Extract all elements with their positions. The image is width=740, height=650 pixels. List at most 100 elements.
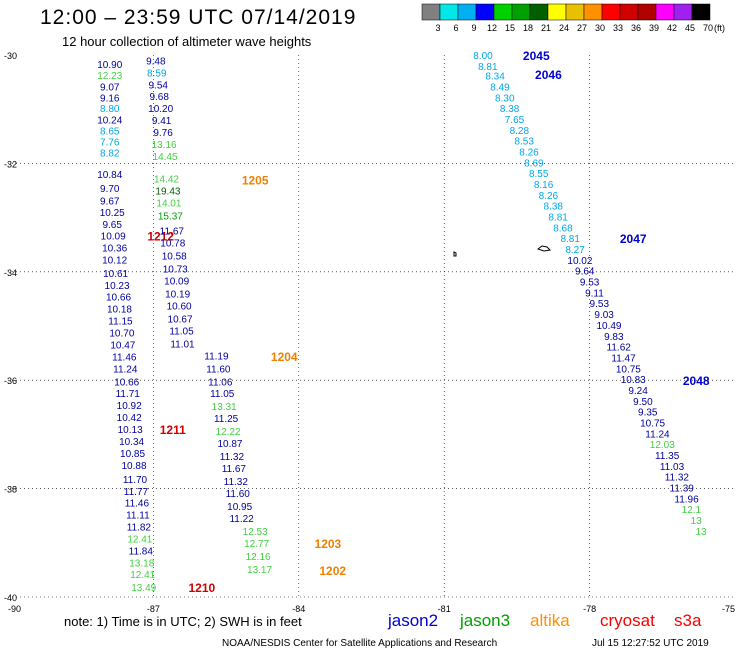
pass-time-label: 2048 [683,374,710,388]
wave-height-label: 9.64 [575,267,595,278]
wave-height-label: 12.1 [682,505,702,516]
wave-height-label: 8.69 [524,158,544,169]
pass-time-label: 1204 [271,350,298,364]
wave-height-label: 7.65 [505,115,525,126]
wave-height-label: 9.70 [100,184,120,195]
lon-label: -87 [147,604,160,614]
wave-height-label: 8.49 [490,82,510,93]
wave-height-label: 8.81 [548,213,568,224]
wave-height-label: 11.32 [224,477,249,488]
wave-height-label: 10.75 [616,364,641,375]
wave-height-label: 13.16 [152,140,177,151]
wave-height-label: 10.09 [101,231,126,242]
wave-height-label: 12.53 [243,527,268,538]
pass-time-label: 2045 [523,49,550,63]
wave-height-label: 9.68 [149,92,169,103]
wave-height-label: 14.45 [153,152,178,163]
wave-height-label: 11.32 [220,452,245,463]
wave-height-label: 10.75 [640,418,665,429]
wave-height-label: 11.22 [229,514,254,525]
colorbar-swatch [493,3,513,21]
colorbar-label: 24 [559,23,569,33]
wave-height-label: 19.43 [155,187,180,198]
wave-height-label: 11.06 [208,377,233,388]
wave-height-label: 10.66 [106,293,131,304]
wave-height-label: 8.28 [510,126,530,137]
colorbar-label: 70 [703,23,713,33]
wave-height-label: 11.67 [160,227,185,238]
wave-height-label: 13 [696,527,708,538]
timestamp-text: Jul 15 12:27:52 UTC 2019 [592,638,709,649]
wave-height-label: 11.46 [112,352,137,363]
wave-height-label: 8.59 [147,68,167,79]
credit-text: NOAA/NESDIS Center for Satellite Applica… [222,638,497,649]
colorbar-label: 27 [577,23,587,33]
wave-height-label: 8.55 [529,169,549,180]
wave-height-label: 11.05 [210,389,235,400]
wave-height-label: 10.84 [97,170,122,181]
colorbar-label: 9 [471,23,476,33]
wave-height-label: 9.03 [594,310,614,321]
wave-height-label: 8.26 [519,147,539,158]
wave-height-label: 10.19 [165,289,190,300]
wave-height-label: 9.53 [590,299,610,310]
wave-height-label: 11.25 [214,414,239,425]
lat-label: -38 [4,485,17,495]
wave-height-label: 11.60 [206,364,231,375]
colorbar-label: 12 [487,23,497,33]
wave-height-label: 10.24 [97,115,122,126]
colorbar-label: 42 [667,23,677,33]
wave-height-label: 11.47 [611,353,636,364]
colorbar-label: 36 [631,23,641,33]
pass-time-label: 1202 [319,564,346,578]
wave-height-label: 10.95 [227,502,252,513]
colorbar-swatch [601,3,621,21]
colorbar-label: 18 [523,23,533,33]
colorbar-label: 3 [435,23,440,33]
wave-height-label: 11.05 [169,326,194,337]
colorbar-swatch [691,3,711,21]
island-shape [536,245,552,252]
pass-time-label: 1212 [147,229,174,243]
wave-height-label: 9.48 [146,56,166,67]
wave-height-label: 10.09 [164,276,189,287]
wave-height-label: 8.26 [539,191,559,202]
colorbar-swatch [439,3,459,21]
wave-height-label: 12.23 [97,71,122,82]
wave-height-label: 8.34 [485,72,505,83]
wave-height-label: 10.88 [121,461,146,472]
wave-height-label: 8.81 [560,234,580,245]
pass-time-label: 1210 [189,581,216,595]
colorbar-label: 15 [505,23,515,33]
wave-height-label: 11.82 [127,523,152,534]
wave-height-label: 10.85 [120,449,145,460]
wave-height-label: 10.83 [621,375,646,386]
wave-height-label: 8.80 [100,104,120,115]
colorbar-label: 45 [685,23,695,33]
lat-label: -36 [4,376,17,386]
lon-label: -90 [8,604,21,614]
lon-label: -84 [292,604,305,614]
wave-height-label: 10.60 [167,301,192,312]
island-shape [453,251,457,257]
wave-height-label: 9.76 [153,128,173,139]
wave-height-label: 11.32 [665,473,690,484]
colorbar-label: 33 [613,23,623,33]
wave-height-label: 9.53 [580,278,600,289]
wave-height-label: 9.54 [149,80,169,91]
wave-height-label: 11.46 [125,499,150,510]
lat-label: -34 [4,268,17,278]
wave-height-label: 9.83 [604,332,624,343]
wave-height-label: 10.58 [162,252,187,263]
wave-height-label: 11.71 [116,389,141,400]
wave-height-label: 11.19 [204,351,229,362]
colorbar-label: 39 [649,23,659,33]
colorbar-swatch [547,3,567,21]
wave-height-label: 13.18 [129,558,154,569]
wave-height-label: 10.20 [148,104,173,115]
wave-height-label: 10.87 [217,439,242,450]
